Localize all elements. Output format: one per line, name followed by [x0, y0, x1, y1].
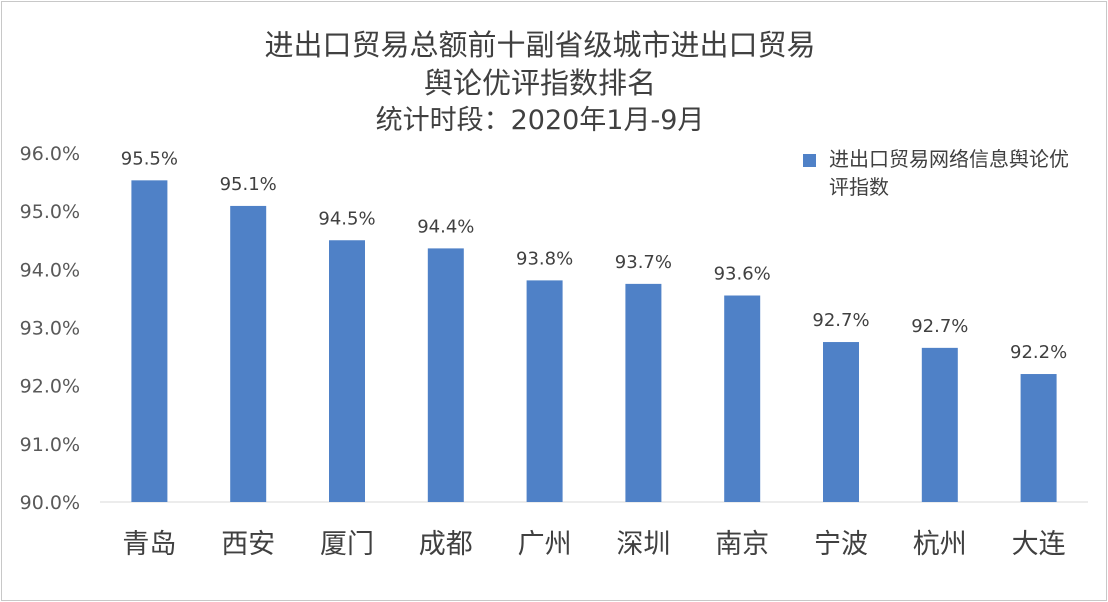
legend-label: 进出口贸易网络信息舆论优评指数	[829, 147, 1069, 199]
legend-swatch	[803, 154, 816, 167]
y-tick-label: 91.0%	[20, 434, 80, 456]
y-tick-label: 94.0%	[20, 259, 80, 281]
chart-subtitle: 统计时段：2020年1月-9月	[375, 105, 705, 136]
y-tick-label: 95.0%	[20, 201, 80, 223]
bar-西安	[230, 205, 267, 502]
y-tick-label: 90.0%	[20, 492, 80, 514]
x-tick-label: 大连	[1012, 529, 1066, 560]
data-label: 95.5%	[121, 148, 178, 169]
data-label: 94.4%	[417, 216, 474, 237]
bar-南京	[724, 295, 761, 502]
x-tick-label: 成都	[419, 529, 473, 560]
y-tick-label: 96.0%	[20, 143, 80, 165]
bar-大连	[1020, 374, 1057, 502]
data-label: 93.7%	[615, 252, 672, 273]
legend: 进出口贸易网络信息舆论优评指数	[803, 145, 1083, 201]
y-tick-label: 92.0%	[20, 376, 80, 398]
x-tick-label: 宁波	[814, 529, 868, 560]
x-tick-label: 深圳	[616, 529, 670, 560]
data-label: 93.6%	[714, 264, 771, 285]
chart-title: 进出口贸易总额前十副省级城市进出口贸易	[264, 28, 816, 62]
x-tick-label: 厦门	[320, 529, 374, 560]
bar-杭州	[921, 347, 958, 502]
bar-宁波	[823, 342, 859, 502]
x-tick-label: 青岛	[122, 529, 176, 560]
bar-青岛	[131, 180, 168, 503]
data-label: 92.7%	[812, 310, 869, 331]
data-label: 94.5%	[318, 208, 375, 229]
x-tick-label: 西安	[221, 529, 275, 560]
data-label: 93.8%	[516, 248, 573, 269]
x-tick-label: 广州	[518, 529, 572, 560]
x-tick-label: 南京	[715, 529, 769, 560]
data-label: 92.7%	[911, 316, 968, 337]
bar-广州	[526, 280, 563, 502]
data-label: 92.2%	[1010, 342, 1067, 363]
bar-厦门	[329, 240, 365, 502]
bar-深圳	[625, 283, 662, 502]
bar-成都	[427, 248, 464, 502]
data-label: 95.1%	[220, 174, 277, 195]
y-tick-label: 93.0%	[20, 318, 80, 340]
chart-title-line2: 舆论优评指数排名	[423, 66, 656, 100]
x-tick-label: 杭州	[913, 529, 967, 560]
